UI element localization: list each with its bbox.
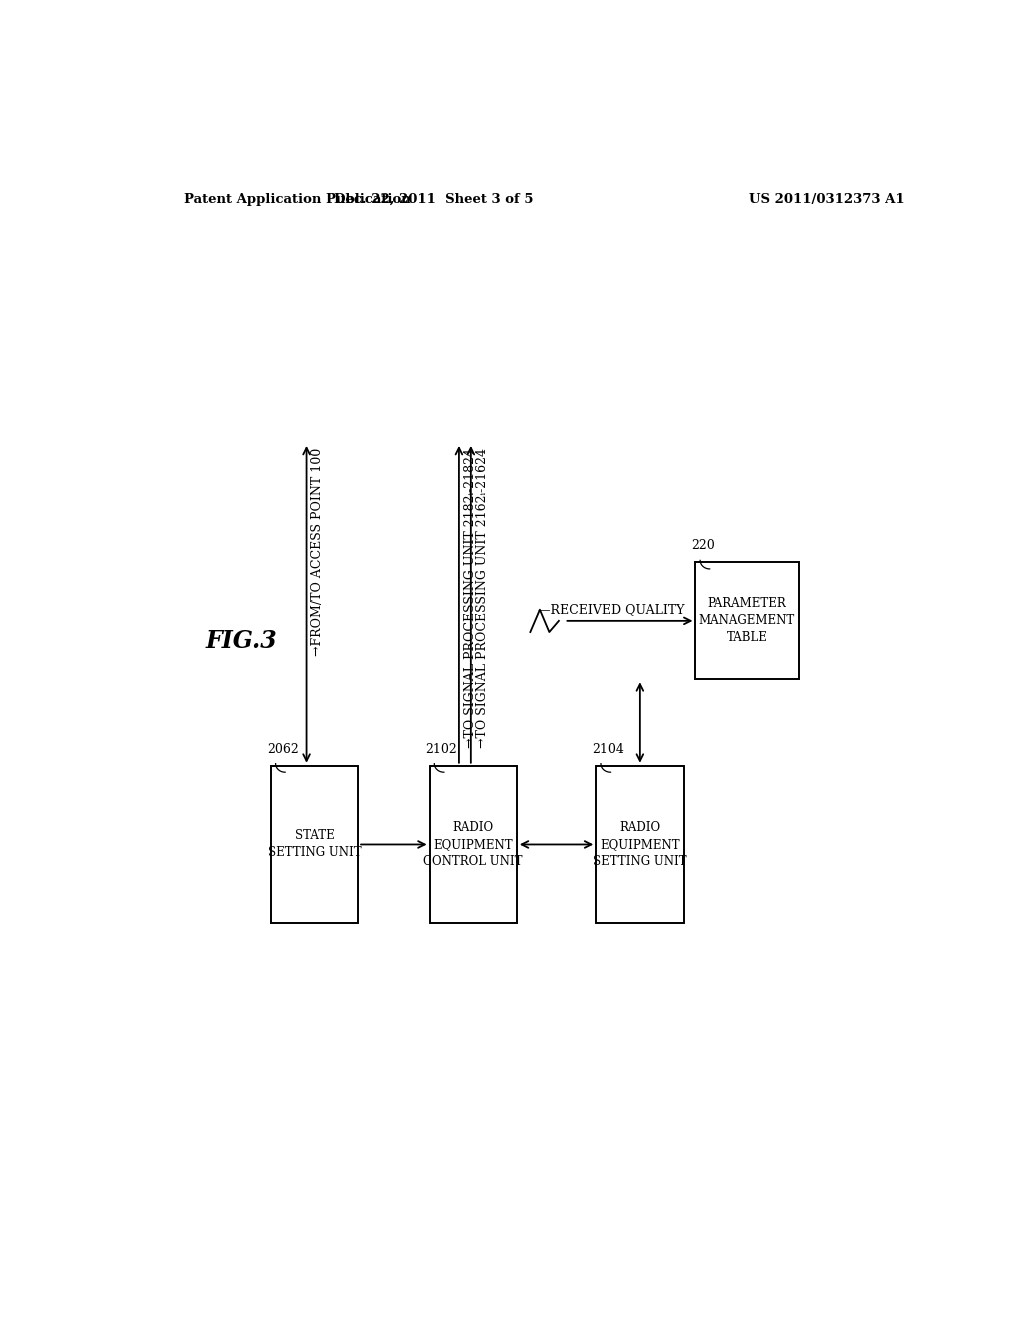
Text: 220: 220 xyxy=(691,540,715,552)
Text: Patent Application Publication: Patent Application Publication xyxy=(183,193,411,206)
Text: 2102: 2102 xyxy=(426,743,458,755)
Bar xyxy=(695,562,799,680)
Text: 2062: 2062 xyxy=(267,743,299,755)
Text: —RECEIVED QUALITY: —RECEIVED QUALITY xyxy=(539,603,685,615)
Text: RADIO
EQUIPMENT
SETTING UNIT: RADIO EQUIPMENT SETTING UNIT xyxy=(593,821,687,869)
Text: →TO SIGNAL PROCESSING UNIT 2162ᵢ-21624: →TO SIGNAL PROCESSING UNIT 2162ᵢ-21624 xyxy=(475,447,488,748)
Text: Dec. 22, 2011  Sheet 3 of 5: Dec. 22, 2011 Sheet 3 of 5 xyxy=(334,193,534,206)
Text: →FROM/TO ACCESS POINT 100: →FROM/TO ACCESS POINT 100 xyxy=(311,447,325,656)
Text: 2104: 2104 xyxy=(592,743,625,755)
Bar xyxy=(430,766,517,923)
Text: FIG.3: FIG.3 xyxy=(206,630,278,653)
Text: PARAMETER
MANAGEMENT
TABLE: PARAMETER MANAGEMENT TABLE xyxy=(699,598,795,644)
Text: RADIO
EQUIPMENT
CONTROL UNIT: RADIO EQUIPMENT CONTROL UNIT xyxy=(424,821,523,869)
Text: US 2011/0312373 A1: US 2011/0312373 A1 xyxy=(749,193,904,206)
Text: STATE
SETTING UNIT: STATE SETTING UNIT xyxy=(267,829,361,859)
Bar xyxy=(596,766,684,923)
Text: →TO SIGNAL PROCESSING UNIT 2182ᵢ-21824: →TO SIGNAL PROCESSING UNIT 2182ᵢ-21824 xyxy=(464,447,477,748)
Bar xyxy=(270,766,358,923)
